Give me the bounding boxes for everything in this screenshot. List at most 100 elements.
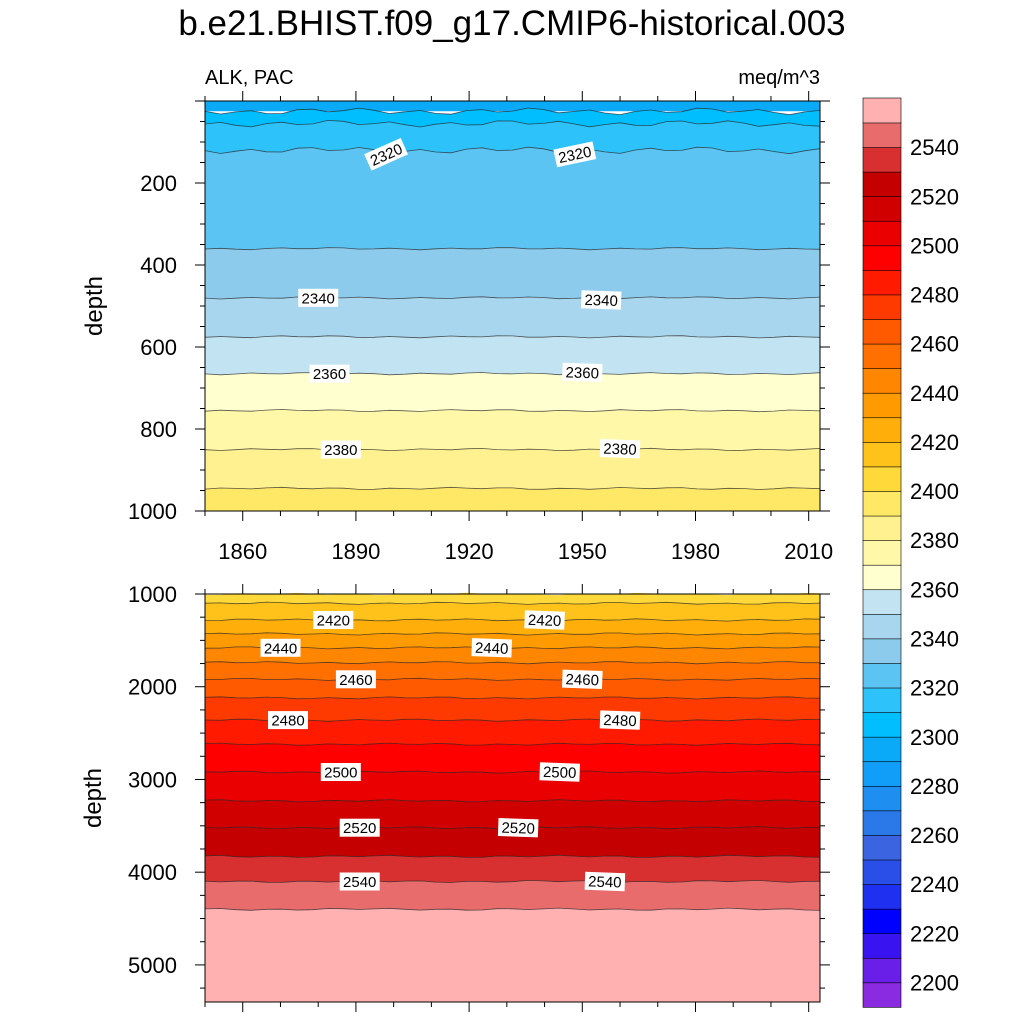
colorbar-swatch-2420	[862, 417, 902, 443]
y-tick-label-400: 400	[140, 253, 177, 278]
colorbar-label-2520: 2520	[910, 184, 959, 209]
x-tick-label-1920: 1920	[445, 539, 494, 564]
upper-contour-fills	[205, 101, 820, 511]
contour-line-2310	[204, 119, 821, 128]
colorbar-label-2540: 2540	[910, 135, 959, 160]
contour-band-2530	[205, 855, 820, 883]
contour-label-box	[584, 871, 626, 892]
colorbar-swatch-2550	[862, 97, 902, 124]
lower-axes: 1000 2000 3000 4000 5000	[128, 582, 830, 1012]
contour-band-2350	[205, 335, 820, 375]
contour-label-box	[260, 638, 301, 657]
contour-label-box	[313, 611, 354, 629]
lower-contour-labels: 2420 2420 2440 2440 2460 2460 2480 2480 2500 2500…	[260, 610, 641, 892]
contour-label-text: 2480	[271, 713, 304, 730]
y-tick-label-4000: 4000	[128, 860, 177, 885]
colorbar-swatch-2520	[862, 171, 902, 197]
contour-label-2440: 2440	[471, 638, 513, 658]
contour-label-box	[320, 440, 361, 459]
contour-line-2350	[204, 335, 821, 339]
contour-band-2550	[205, 908, 820, 1002]
contour-label-text: 2460	[339, 672, 372, 689]
contour-label-box	[599, 710, 641, 730]
contour-label-box	[524, 610, 565, 630]
colorbar-label-2400: 2400	[910, 479, 959, 504]
y-tick-label-5000: 5000	[128, 953, 177, 978]
colorbar-swatch-2510	[862, 195, 902, 222]
colorbar-swatch-2270	[862, 785, 902, 812]
contour-line-2450	[204, 661, 820, 665]
contour-label-text: 2520	[343, 820, 376, 837]
contour-line-2550	[204, 907, 821, 911]
colorbar-swatch-2380	[862, 515, 902, 541]
contour-label-box	[471, 638, 513, 658]
contour-label-box	[497, 818, 539, 838]
contour-label-box	[599, 439, 641, 459]
contour-band-2320	[205, 147, 820, 250]
colorbar-label-2440: 2440	[910, 381, 959, 406]
contour-band-2440	[205, 646, 820, 664]
contour-label-box	[539, 762, 581, 782]
contour-label-2320: 2320	[553, 141, 597, 168]
colorbar-label-2480: 2480	[910, 283, 959, 308]
contour-band-2380	[205, 448, 820, 490]
contour-label-2460: 2460	[561, 669, 603, 689]
colorbar-swatch-2490	[862, 245, 902, 271]
contour-label-box	[309, 364, 350, 383]
contour-line-2470	[204, 696, 821, 700]
lower-plot-frame	[204, 593, 821, 1003]
contour-band-2400	[205, 592, 820, 605]
colorbar-swatch-2530	[862, 146, 902, 173]
colorbar: 2200 2220 2240 2260 2280 2300 2320 2340 2360 2380…	[862, 97, 959, 1008]
contour-band-2460	[205, 678, 820, 699]
contour-band-2370	[205, 409, 820, 451]
contour-line-2330	[204, 247, 821, 251]
contour-line-2530	[204, 854, 821, 858]
lower-panel: 2420 2420 2440 2440 2460 2460 2480 2480 2500 2500…	[128, 582, 830, 1012]
colorbar-swatch-2430	[862, 392, 902, 419]
contour-line-2380	[204, 447, 821, 452]
y-tick-label-600: 600	[140, 335, 177, 360]
x-tick-label-1950: 1950	[558, 539, 607, 564]
contour-label-box	[335, 670, 376, 689]
colorbar-label-2360: 2360	[910, 577, 959, 602]
contour-line-2510	[204, 799, 821, 803]
contour-band-2310	[205, 120, 820, 154]
contour-line-2440	[204, 646, 821, 650]
contour-label-text: 2440	[264, 640, 297, 657]
contour-line-2320	[204, 146, 821, 155]
colorbar-label-2260: 2260	[910, 823, 959, 848]
colorbar-swatch-2260	[862, 810, 902, 836]
contour-band-2360	[205, 372, 820, 412]
colorbar-swatch-2320	[862, 662, 902, 689]
contour-label-2360: 2360	[561, 362, 603, 382]
colorbar-label-2200: 2200	[910, 970, 959, 995]
colorbar-swatch-2480	[862, 269, 902, 296]
contour-line-2500	[204, 770, 821, 774]
colorbar-swatch-2230	[862, 883, 902, 910]
contour-label-text: 2460	[565, 671, 599, 689]
contour-label-text: 2340	[302, 290, 335, 307]
colorbar-swatch-2330	[862, 638, 902, 664]
variable-region-label: ALK, PAC	[205, 67, 294, 89]
contour-label-box	[561, 669, 603, 689]
contour-label-2520: 2520	[497, 818, 539, 838]
colorbar-swatch-2410	[862, 441, 902, 468]
contour-label-text: 2500	[324, 765, 357, 782]
colorbar-swatch-2250	[862, 834, 902, 861]
upper-y-axis-label: depth	[81, 276, 108, 336]
contour-label-2420: 2420	[313, 611, 354, 630]
x-tick-label-1980: 1980	[671, 539, 720, 564]
colorbar-swatch-below-2200	[862, 982, 902, 1008]
contour-band-2450	[205, 661, 820, 681]
colorbar-swatch-2450	[862, 343, 902, 369]
contour-band-2500	[205, 770, 820, 802]
contour-label-text: 2520	[501, 820, 535, 838]
colorbar-swatch-2400	[862, 466, 902, 492]
contour-band-2340	[205, 296, 820, 338]
contour-band-2290	[205, 101, 820, 112]
contour-label-text: 2540	[588, 873, 622, 891]
